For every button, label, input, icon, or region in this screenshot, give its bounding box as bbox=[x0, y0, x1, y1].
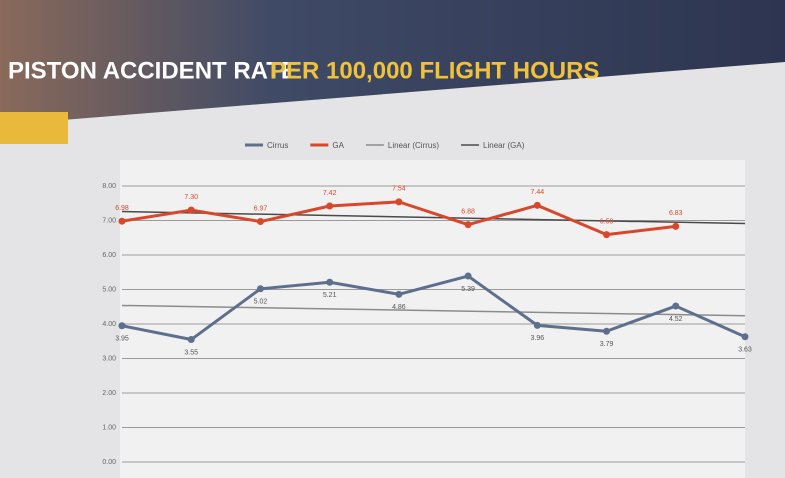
point bbox=[326, 202, 334, 210]
y-tick-label: 6.00 bbox=[102, 252, 116, 259]
data-label: 3.79 bbox=[600, 341, 614, 348]
point bbox=[533, 201, 541, 209]
data-label: 6.59 bbox=[600, 218, 614, 225]
trendline bbox=[121, 304, 746, 317]
point bbox=[603, 231, 611, 239]
y-tick-label: 0.00 bbox=[102, 459, 116, 466]
point bbox=[741, 333, 749, 341]
y-tick-label: 4.00 bbox=[102, 321, 116, 328]
point bbox=[256, 218, 264, 226]
y-tick-label: 7.00 bbox=[102, 217, 116, 224]
point bbox=[118, 322, 126, 330]
legend-label: Linear (GA) bbox=[483, 141, 525, 150]
title-banner bbox=[0, 0, 785, 125]
data-label: 7.44 bbox=[531, 189, 545, 196]
data-label: 6.83 bbox=[669, 210, 683, 217]
point bbox=[326, 278, 334, 286]
data-label: 6.88 bbox=[461, 208, 475, 215]
data-label: 4.52 bbox=[669, 316, 683, 323]
point bbox=[672, 302, 680, 310]
data-label: 7.42 bbox=[323, 190, 337, 197]
point bbox=[187, 336, 195, 344]
point bbox=[464, 272, 472, 280]
point bbox=[672, 222, 680, 230]
point bbox=[395, 290, 403, 298]
point bbox=[603, 327, 611, 335]
y-tick-label: 1.00 bbox=[102, 424, 116, 431]
trendline bbox=[121, 210, 746, 225]
legend-label: Cirrus bbox=[267, 141, 288, 150]
point bbox=[256, 285, 264, 293]
plot-background bbox=[120, 160, 745, 478]
point bbox=[395, 198, 403, 206]
accent-bar bbox=[0, 112, 68, 144]
data-label: 5.02 bbox=[254, 299, 268, 306]
data-label: 3.63 bbox=[738, 347, 752, 354]
data-label: 7.30 bbox=[184, 194, 198, 201]
data-label: 6.97 bbox=[254, 205, 268, 212]
point bbox=[533, 321, 541, 329]
legend-label: Linear (Cirrus) bbox=[388, 141, 439, 150]
data-label: 4.86 bbox=[392, 304, 406, 311]
data-label: 3.96 bbox=[531, 335, 545, 342]
data-label: 3.55 bbox=[184, 349, 198, 356]
point bbox=[187, 206, 195, 214]
point bbox=[464, 221, 472, 229]
y-tick-label: 5.00 bbox=[102, 286, 116, 293]
chart-title: PISTON ACCIDENT RATE bbox=[8, 57, 297, 84]
legend: Cirrus GA Linear (Cirrus) Linear (GA) bbox=[245, 141, 525, 150]
series-line bbox=[121, 274, 746, 342]
y-tick-label: 3.00 bbox=[102, 355, 116, 362]
y-tick-label: 2.00 bbox=[102, 390, 116, 397]
data-label: 6.98 bbox=[115, 205, 129, 212]
point bbox=[118, 217, 126, 225]
data-label: 7.54 bbox=[392, 186, 406, 193]
chart-title-highlight: PER 100,000 FLIGHT HOURS bbox=[270, 57, 599, 84]
data-label: 5.21 bbox=[323, 292, 337, 299]
data-label: 5.39 bbox=[461, 286, 475, 293]
data-label: 3.95 bbox=[115, 336, 129, 343]
y-tick-label: 8.00 bbox=[102, 183, 116, 190]
legend-label: GA bbox=[332, 141, 344, 150]
